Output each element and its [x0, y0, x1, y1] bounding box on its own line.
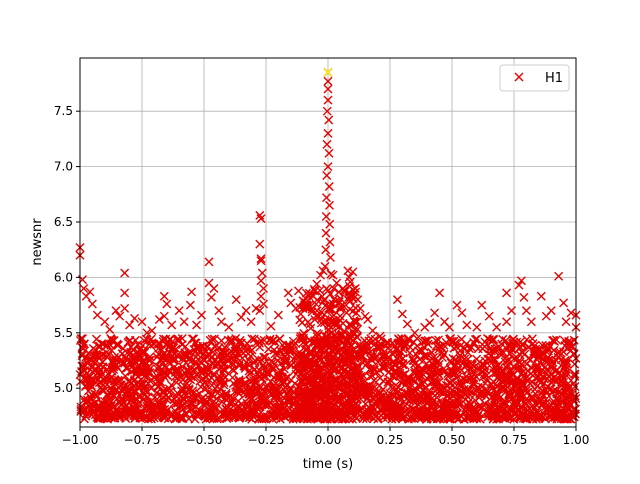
legend: H1	[500, 65, 569, 91]
x-tick-label: −0.50	[186, 433, 223, 447]
y-tick-label: 5.5	[54, 326, 73, 340]
legend-series-label: H1	[545, 71, 563, 86]
x-axis-label: time (s)	[303, 457, 353, 472]
x-tick-label: −0.25	[248, 433, 285, 447]
y-tick-label: 7.0	[54, 160, 73, 174]
y-tick-label: 6.5	[54, 215, 73, 229]
x-tick-label: 0.00	[315, 433, 342, 447]
x-tick-label: 0.75	[501, 433, 528, 447]
y-tick-label: 6.0	[54, 270, 73, 284]
y-tick-label: 7.5	[54, 104, 73, 118]
y-axis-label: newsnr	[30, 218, 45, 266]
x-tick-label: 1.00	[563, 433, 590, 447]
x-tick-label: −1.00	[62, 433, 99, 447]
x-tick-label: −0.75	[124, 433, 161, 447]
y-tick-label: 5.0	[54, 381, 73, 395]
x-tick-label: 0.50	[439, 433, 466, 447]
x-tick-label: 0.25	[377, 433, 404, 447]
